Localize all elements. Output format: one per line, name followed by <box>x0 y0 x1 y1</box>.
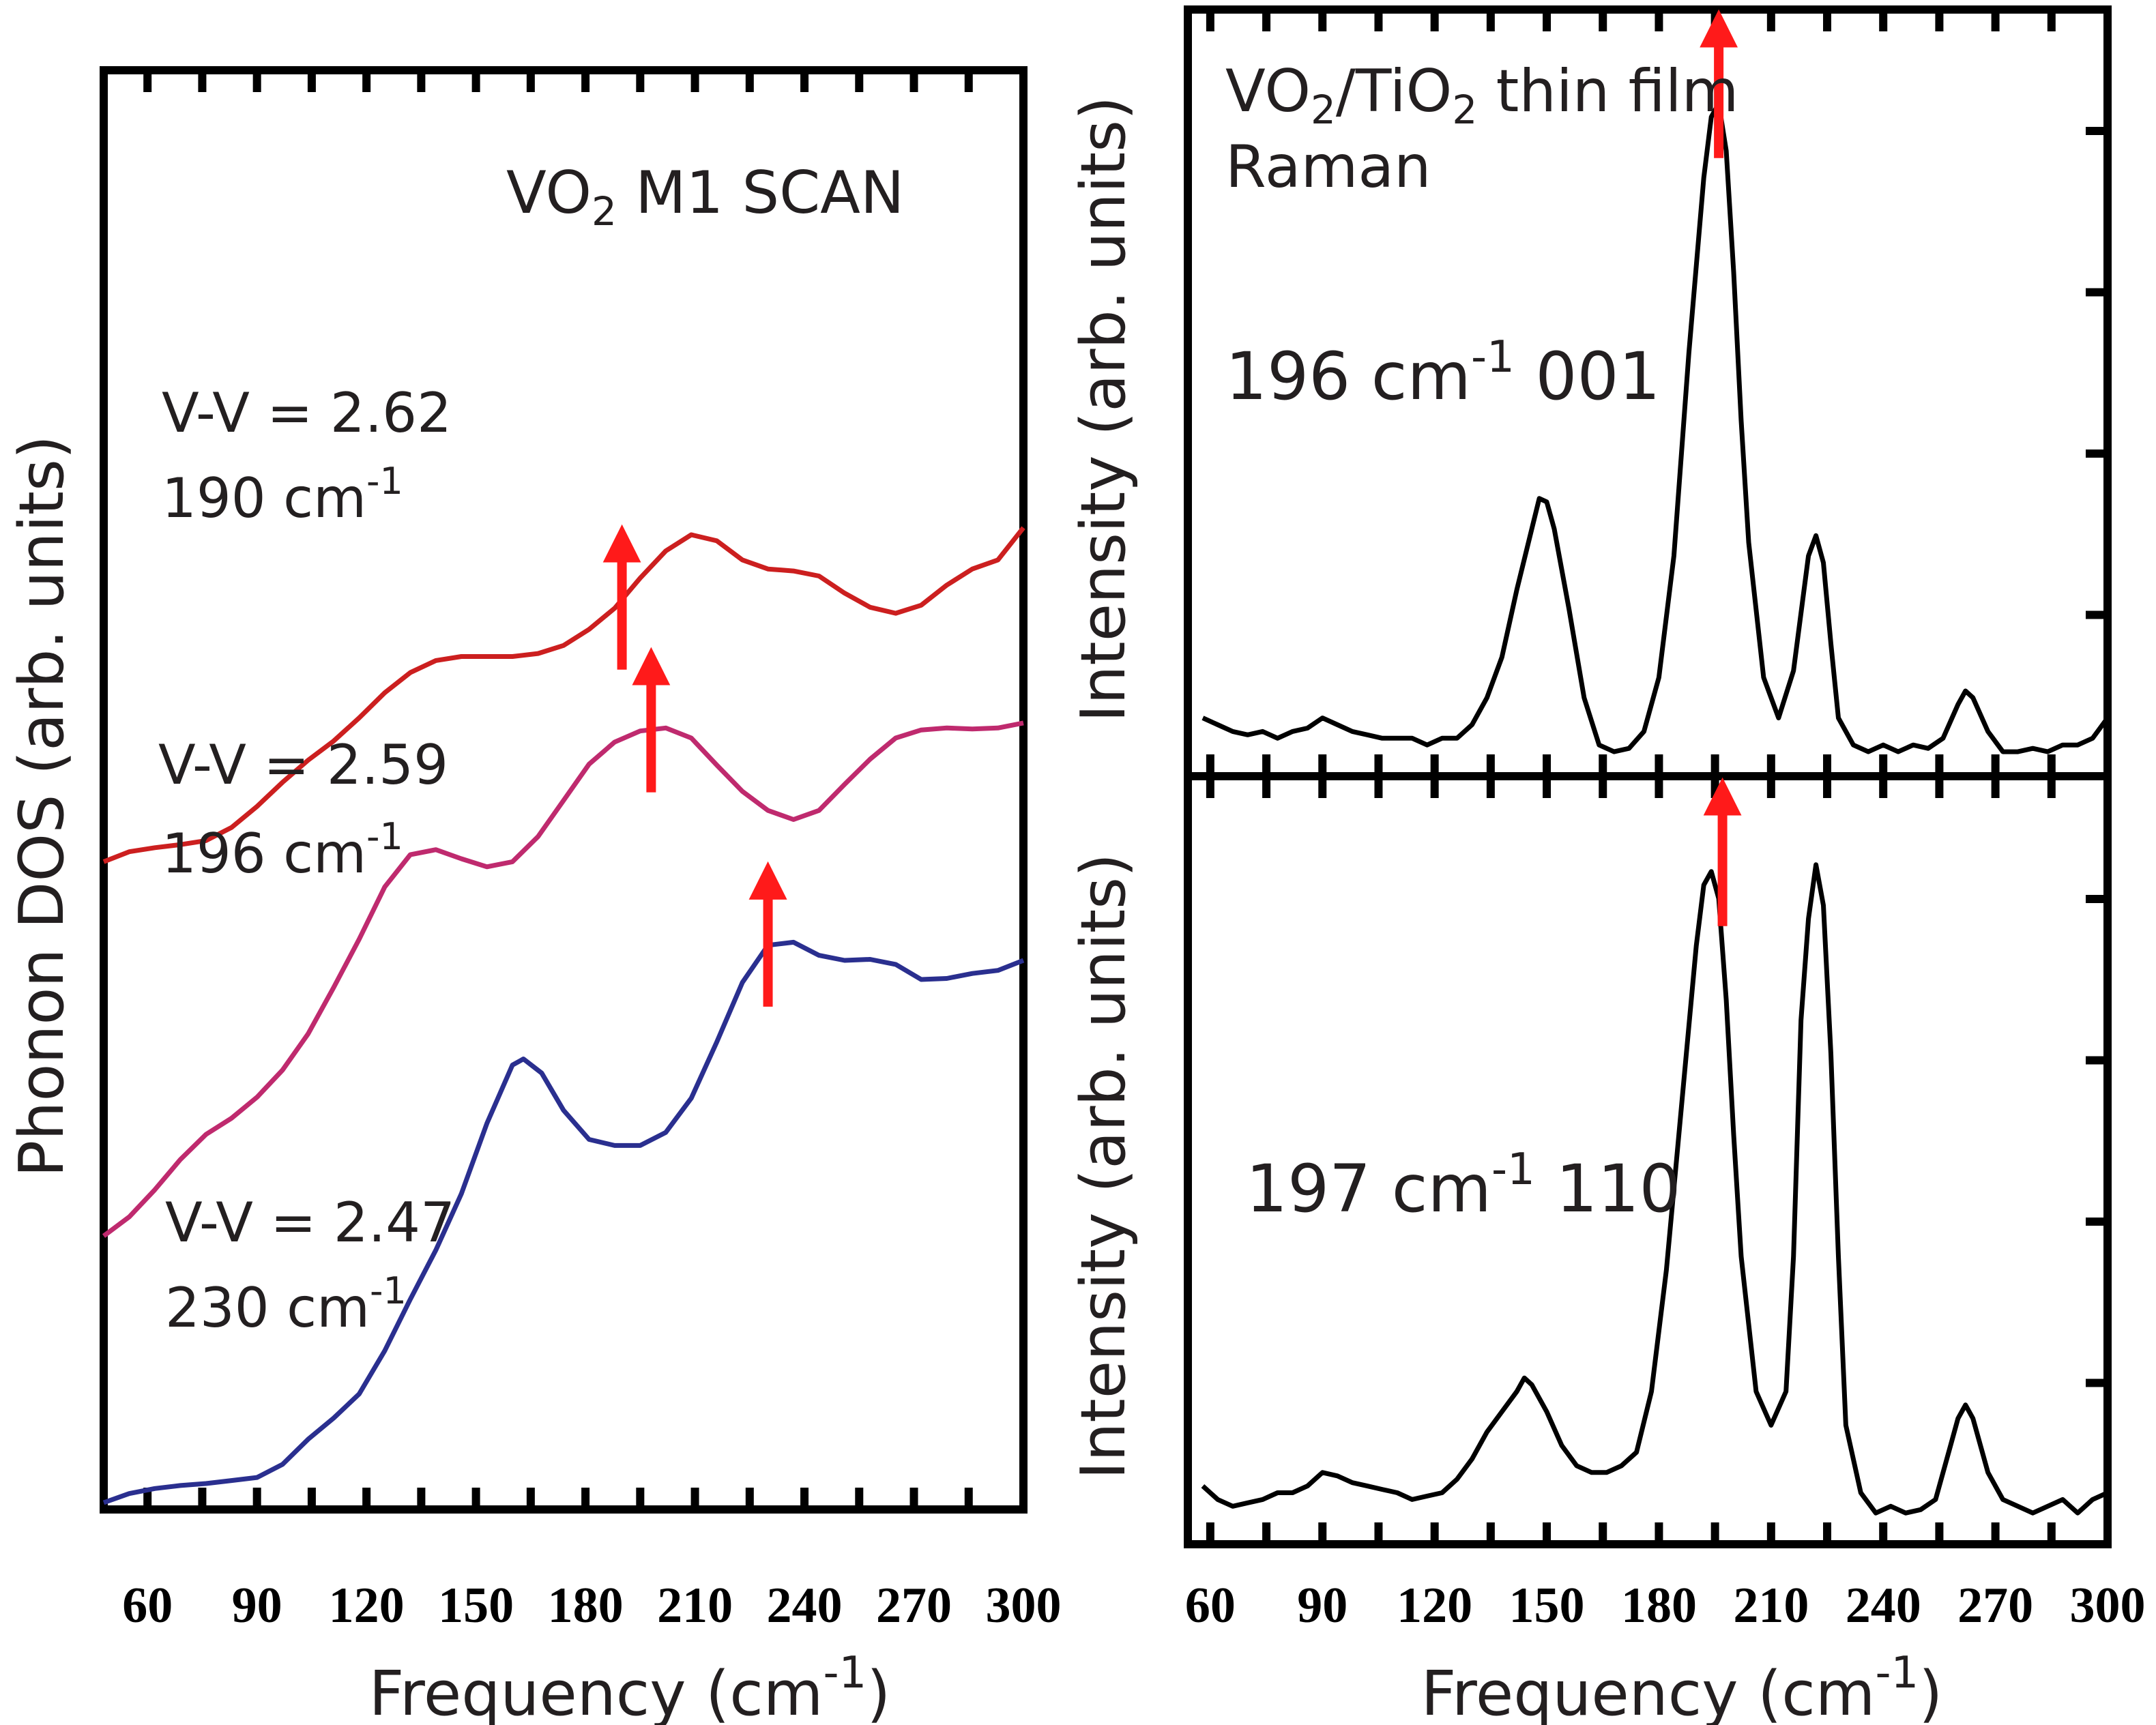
left-series-1-line <box>102 526 1025 864</box>
left-tick-marks <box>143 70 1028 1509</box>
left-x-tick-label: 60 <box>122 1578 173 1634</box>
left-x-tick-label: 90 <box>232 1578 282 1634</box>
series-2-freq: 196 cm-1 <box>162 815 403 885</box>
right-x-tick-label: 270 <box>1957 1578 2033 1634</box>
left-x-tick-label: 120 <box>329 1578 405 1634</box>
left-x-tick-label: 150 <box>438 1578 514 1634</box>
right-x-tick-label: 90 <box>1297 1578 1348 1634</box>
left-series-2-line <box>102 720 1024 1238</box>
left-x-axis-label: Frequency (cm-1) <box>369 1648 891 1725</box>
right-curves <box>1201 101 2110 1516</box>
left-x-tick-label: 270 <box>876 1578 952 1634</box>
left-curves <box>102 526 1025 1505</box>
right-x-tick-label: 150 <box>1509 1578 1585 1634</box>
series-1-label: V-V = 2.62 <box>162 381 452 445</box>
left-x-tick-labels: 60 90 120 150 180 210 240 270 300 <box>122 1578 1061 1634</box>
left-x-tick-label: 180 <box>548 1578 624 1634</box>
right-bottom-spectrum-line <box>1201 862 2109 1516</box>
right-peak-arrows <box>1700 9 1742 926</box>
left-series-3-line <box>102 939 1025 1505</box>
right-x-tick-label: 210 <box>1733 1578 1809 1634</box>
right-bottom-frame <box>1184 772 2112 1548</box>
series-3-freq: 230 cm-1 <box>165 1269 407 1340</box>
right-top-spectrum-line <box>1201 101 2110 754</box>
right-x-tick-label: 300 <box>2070 1578 2146 1634</box>
right-x-tick-label: 180 <box>1621 1578 1697 1634</box>
right-bottom-y-axis-label: Intensity (arb. units) <box>1068 853 1139 1479</box>
right-x-tick-label: 240 <box>1846 1578 1921 1634</box>
right-x-tick-label: 120 <box>1397 1578 1472 1634</box>
left-panel-title: VO2 M1 SCAN <box>506 159 904 235</box>
series-3-label: V-V = 2.47 <box>165 1191 455 1254</box>
left-y-axis-label: Phonon DOS (arb. units) <box>6 435 78 1177</box>
left-x-tick-label: 240 <box>767 1578 843 1634</box>
left-plot-frame <box>100 66 1028 1514</box>
peak-label-110: 197 cm-1 110 <box>1246 1145 1681 1227</box>
left-peak-arrows <box>602 524 787 1007</box>
left-panel: 60 90 120 150 180 210 240 270 300 VO2 M1 SCAN V-… <box>6 66 1062 1725</box>
left-x-tick-label: 210 <box>657 1578 733 1634</box>
method-label: Raman <box>1225 133 1431 201</box>
series-1-freq: 190 cm-1 <box>162 460 403 530</box>
series-2-label: V-V = 2.59 <box>158 733 448 797</box>
peak-label-001: 196 cm-1 001 <box>1225 332 1661 415</box>
left-x-tick-label: 300 <box>986 1578 1062 1634</box>
right-x-tick-label: 60 <box>1185 1578 1236 1634</box>
right-panel: 60 90 120 150 180 210 240 270 300 VO2/TiO2 thin … <box>1068 5 2146 1725</box>
sample-label: VO2/TiO2 thin film <box>1225 57 1738 133</box>
right-top-y-axis-label: Intensity (arb. units) <box>1068 96 1139 722</box>
right-x-axis-label: Frequency (cm-1) <box>1421 1648 1943 1725</box>
right-x-tick-labels: 60 90 120 150 180 210 240 270 300 <box>1185 1578 2146 1634</box>
